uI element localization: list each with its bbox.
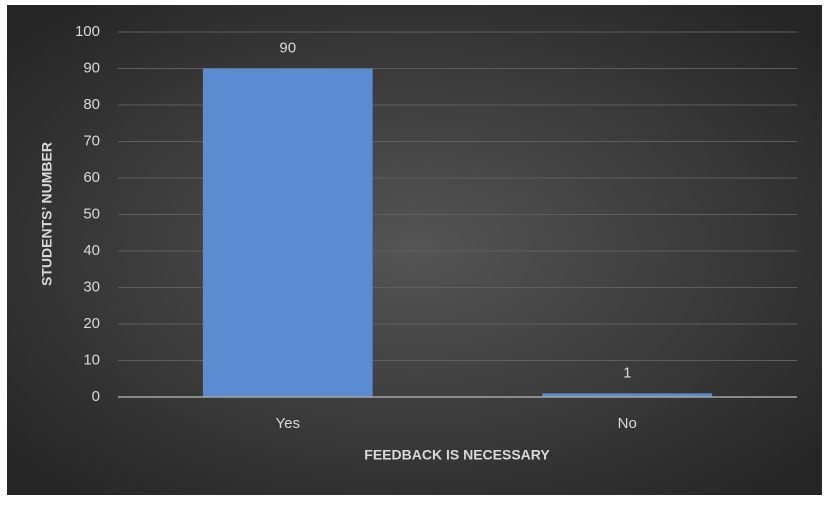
y-tick-label: 40 bbox=[83, 242, 100, 259]
data-label: 90 bbox=[279, 39, 296, 56]
x-tick-label: No bbox=[618, 415, 637, 432]
y-tick-label: 90 bbox=[83, 59, 100, 76]
y-axis-title: STUDENTS’ NUMBER bbox=[39, 142, 55, 286]
y-tick-label: 30 bbox=[83, 278, 100, 295]
data-label: 1 bbox=[623, 364, 631, 381]
y-tick-label: 80 bbox=[83, 96, 100, 113]
x-axis-title: FEEDBACK IS NECESSARY bbox=[364, 447, 550, 463]
x-tick-label: Yes bbox=[276, 415, 300, 432]
y-tick-label: 20 bbox=[83, 315, 100, 332]
chart-background bbox=[7, 5, 822, 495]
y-tick-label: 60 bbox=[83, 169, 100, 186]
y-tick-label: 100 bbox=[75, 23, 100, 40]
y-tick-label: 10 bbox=[83, 351, 100, 368]
y-tick-label: 0 bbox=[92, 388, 100, 405]
bar bbox=[542, 393, 713, 397]
bar bbox=[202, 68, 373, 397]
y-tick-label: 50 bbox=[83, 205, 100, 222]
y-tick-label: 70 bbox=[83, 132, 100, 149]
